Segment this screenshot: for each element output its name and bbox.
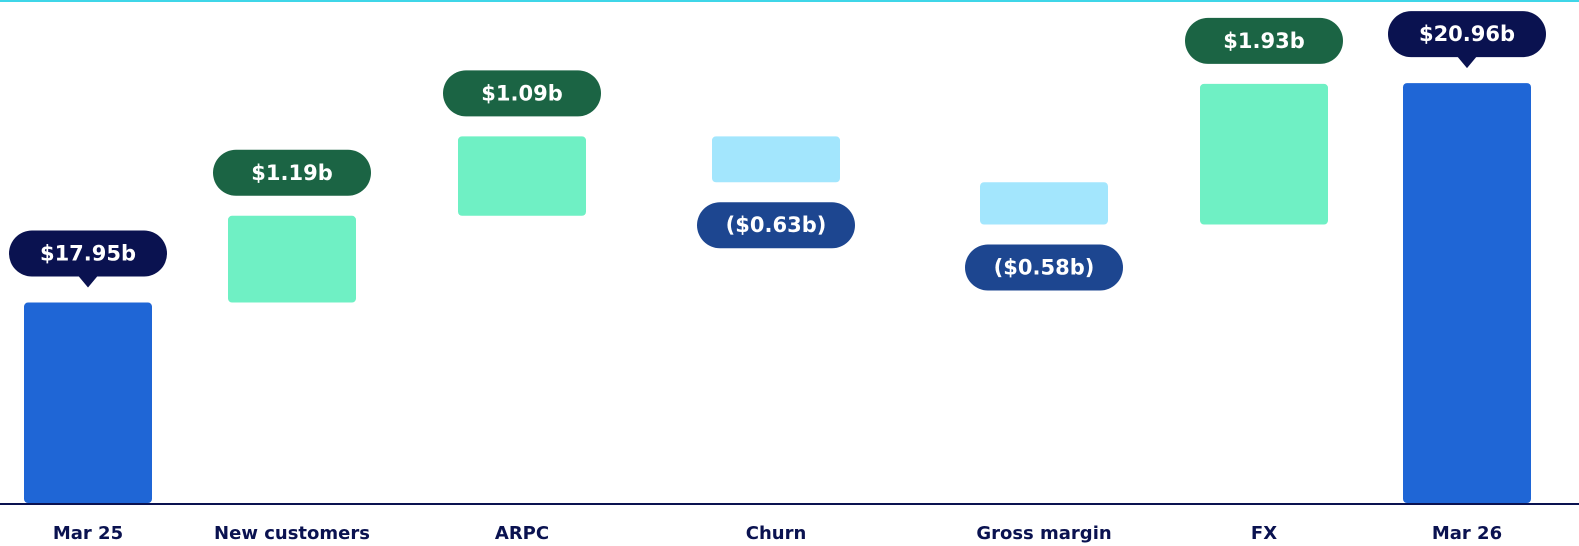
value-label: $17.95b <box>40 242 136 266</box>
x-tick-label: Churn <box>746 523 807 544</box>
bar <box>980 182 1108 225</box>
x-tick-label: Gross margin <box>976 523 1111 544</box>
x-tick-label: ARPC <box>495 523 549 544</box>
pill-pointer <box>78 275 98 288</box>
x-tick-label: Mar 26 <box>1432 523 1502 544</box>
value-label: $1.93b <box>1223 29 1304 53</box>
bar <box>24 302 152 503</box>
value-pill <box>9 230 167 277</box>
value-pill <box>213 149 371 196</box>
x-tick-label: Mar 25 <box>53 523 123 544</box>
value-pill <box>965 244 1123 291</box>
bar <box>1403 83 1531 504</box>
bar <box>712 136 840 183</box>
value-pill <box>1388 11 1546 58</box>
value-label: $1.09b <box>481 81 562 105</box>
bar <box>228 215 356 303</box>
value-label: ($0.63b) <box>726 213 827 237</box>
value-pill <box>1185 17 1343 64</box>
bar <box>458 136 586 216</box>
x-tick-label: New customers <box>214 523 370 544</box>
value-label: $20.96b <box>1419 22 1515 46</box>
bar <box>1200 83 1328 225</box>
value-pill <box>697 202 855 249</box>
pill-pointer <box>1457 56 1477 69</box>
value-label: ($0.58b) <box>994 256 1095 280</box>
value-pill <box>443 70 601 117</box>
value-label: $1.19b <box>251 161 332 185</box>
x-tick-label: FX <box>1251 523 1277 544</box>
